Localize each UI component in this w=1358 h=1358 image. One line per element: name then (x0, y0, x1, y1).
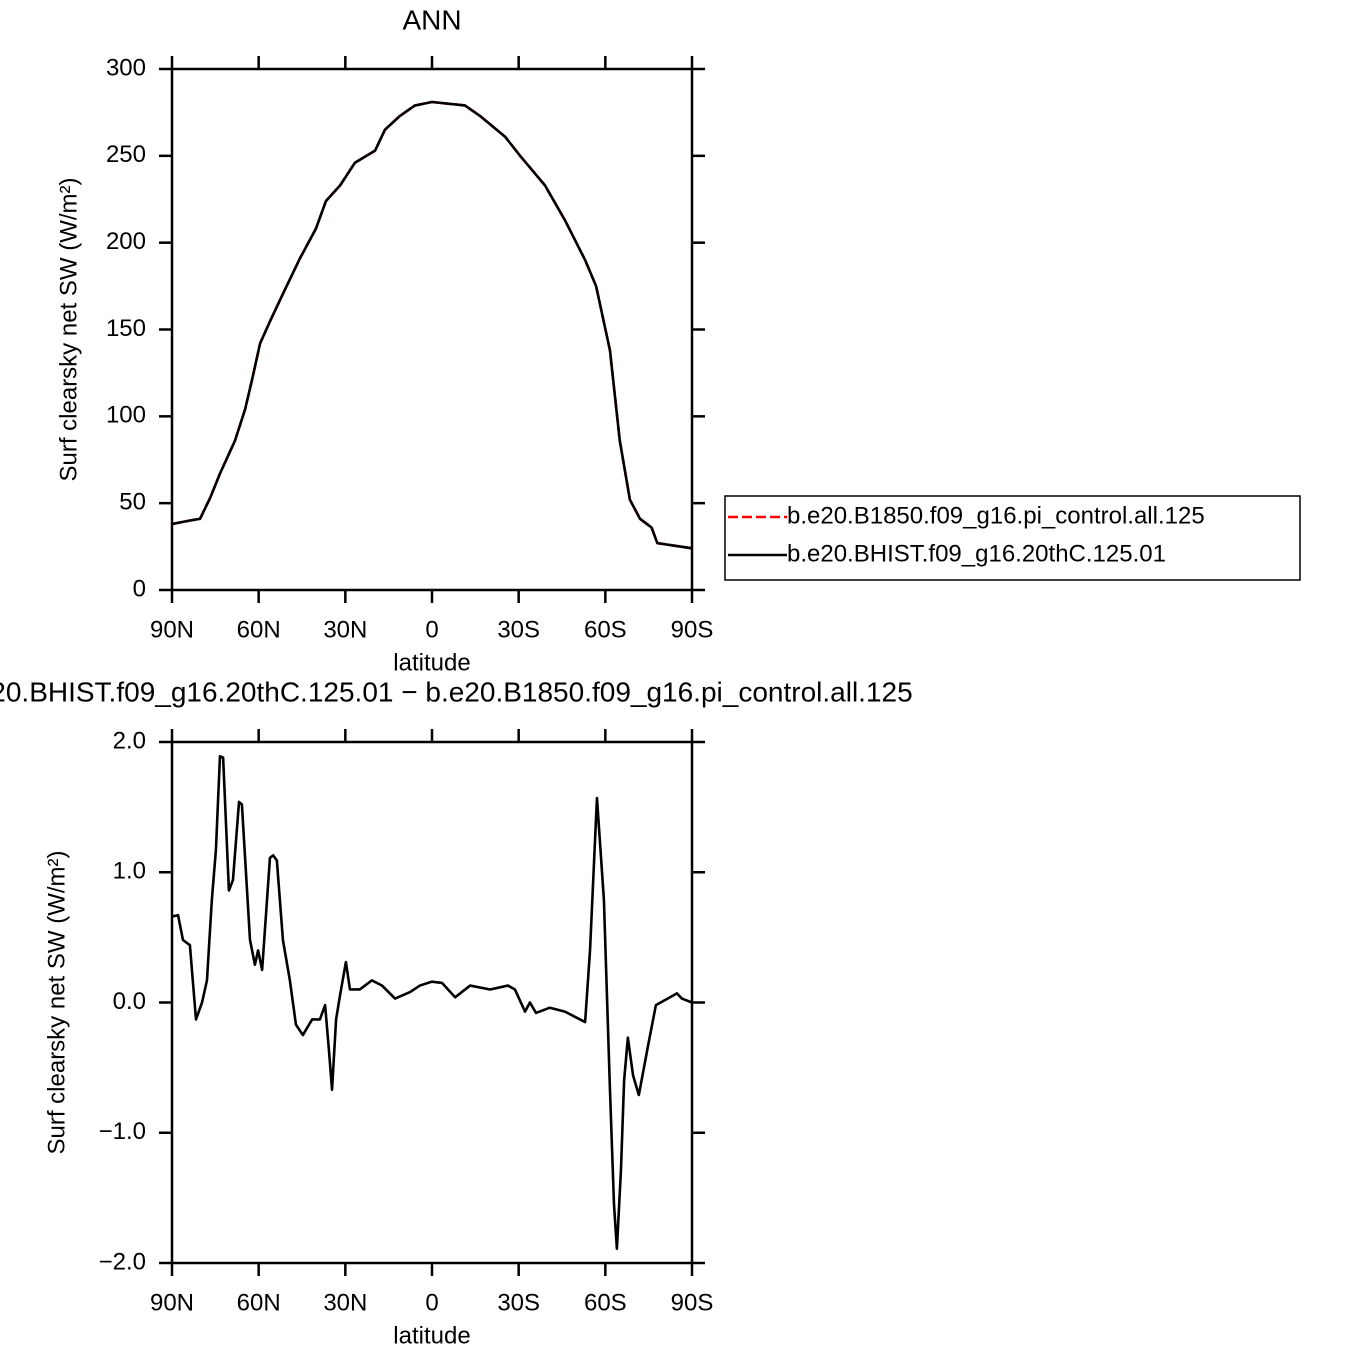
x-tick-label: 60S (584, 616, 627, 643)
y-tick-label: 100 (106, 402, 146, 429)
y-tick-label: 250 (106, 141, 146, 168)
x-tick-label: 30N (323, 1289, 367, 1316)
x-tick-label: 60N (237, 616, 281, 643)
x-tick-label: 90S (671, 1289, 714, 1316)
y-tick-label: 50 (119, 489, 146, 516)
y-tick-label: 150 (106, 315, 146, 342)
legend-box (724, 495, 1301, 581)
series-line (171, 755, 693, 1250)
series-line (171, 100, 693, 550)
x-tick-label: 30N (323, 616, 367, 643)
y-tick-label: −2.0 (99, 1248, 146, 1275)
chart-title: ANN (402, 4, 461, 35)
x-tick-label: 90S (671, 616, 714, 643)
y-tick-label: 2.0 (113, 727, 146, 754)
x-tick-label: 0 (425, 1289, 438, 1316)
chart-title: b.e20.BHIST.f09_g16.20thC.125.01 − b.e20… (0, 676, 913, 707)
x-tick-label: 30S (497, 1289, 540, 1316)
y-tick-label: −1.0 (99, 1118, 146, 1145)
y-tick-label: 0.0 (113, 988, 146, 1015)
x-tick-label: 60S (584, 1289, 627, 1316)
x-tick-label: 30S (497, 616, 540, 643)
plot-frame (170, 67, 694, 592)
series-line (171, 100, 693, 550)
legend-label: b.e20.B1850.f09_g16.pi_control.all.125 (787, 502, 1205, 529)
y-tick-label: 200 (106, 228, 146, 255)
x-tick-label: 90N (150, 1289, 194, 1316)
y-tick-label: 300 (106, 54, 146, 81)
y-axis-label: Surf clearsky net SW (W/m²) (55, 177, 82, 481)
x-tick-label: 60N (237, 1289, 281, 1316)
plot-frame (170, 740, 694, 1265)
y-tick-label: 1.0 (113, 858, 146, 885)
x-tick-label: 0 (425, 616, 438, 643)
legend-label: b.e20.BHIST.f09_g16.20thC.125.01 (787, 540, 1166, 567)
y-axis-label: Surf clearsky net SW (W/m²) (43, 850, 70, 1154)
y-tick-label: 0 (133, 575, 146, 602)
x-tick-label: 90N (150, 616, 194, 643)
x-axis-label: latitude (393, 1322, 470, 1349)
x-axis-label: latitude (393, 649, 470, 676)
